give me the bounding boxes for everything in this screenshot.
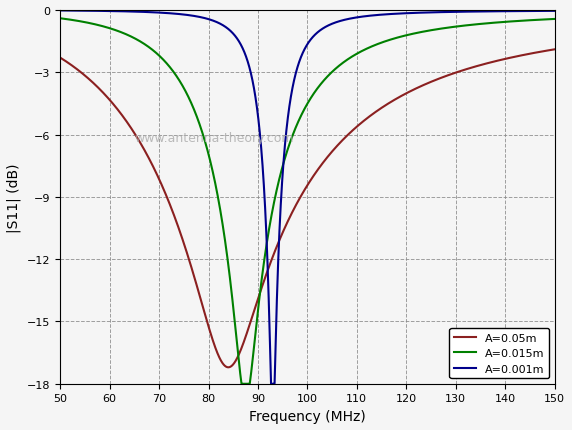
Line: A=0.05m: A=0.05m <box>60 50 555 368</box>
Line: A=0.001m: A=0.001m <box>60 12 555 384</box>
A=0.015m <box>353 52 360 57</box>
Legend: A=0.05m, A=0.015m, A=0.001m: A=0.05m, A=0.015m, A=0.001m <box>450 329 549 378</box>
A=0.05m <box>353 125 360 130</box>
A=0.05m <box>551 48 558 53</box>
A=0.05m <box>146 158 153 163</box>
A=0.001m <box>353 16 360 21</box>
A=0.001m <box>57 9 63 14</box>
A=0.05m <box>225 365 232 370</box>
A=0.015m <box>146 46 153 52</box>
Line: A=0.015m: A=0.015m <box>60 19 555 384</box>
A=0.001m <box>551 9 558 14</box>
X-axis label: Frequency (MHz): Frequency (MHz) <box>249 409 366 423</box>
A=0.05m <box>426 81 432 86</box>
Text: www.antenna-theory.com: www.antenna-theory.com <box>134 132 294 144</box>
A=0.05m <box>246 324 253 329</box>
A=0.001m <box>463 10 470 15</box>
A=0.05m <box>57 56 63 61</box>
A=0.015m <box>238 381 245 387</box>
A=0.015m <box>57 17 63 22</box>
A=0.001m <box>378 13 385 18</box>
A=0.001m <box>146 10 153 15</box>
A=0.05m <box>378 106 385 111</box>
A=0.015m <box>551 17 558 22</box>
A=0.015m <box>463 24 470 29</box>
A=0.001m <box>245 64 252 70</box>
A=0.015m <box>246 381 253 387</box>
A=0.001m <box>426 11 432 16</box>
Y-axis label: |S11| (dB): |S11| (dB) <box>7 163 21 232</box>
A=0.015m <box>378 41 385 46</box>
A=0.015m <box>426 29 432 34</box>
A=0.001m <box>268 381 275 387</box>
A=0.05m <box>463 68 470 73</box>
